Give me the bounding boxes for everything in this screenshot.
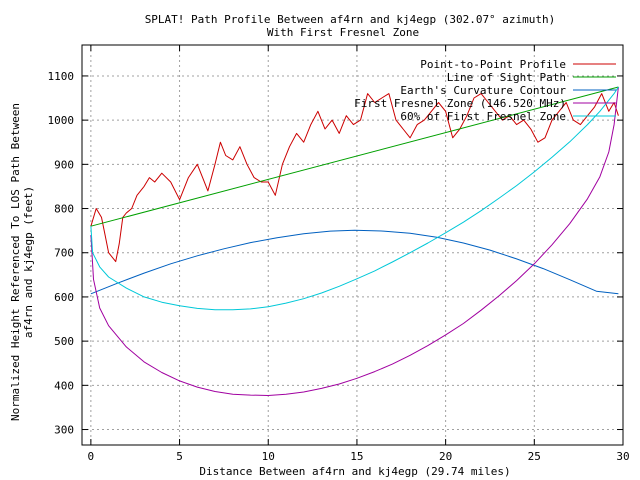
chart-subtitle: With First Fresnel Zone bbox=[267, 26, 419, 39]
y-axis-label-line-2: af4rn and kj4egp (feet) bbox=[22, 186, 35, 338]
series-line-60-of-first-fresnel-zone bbox=[90, 86, 619, 311]
x-tick-label: 25 bbox=[528, 450, 541, 463]
y-tick-label: 600 bbox=[54, 291, 74, 304]
y-tick-label: 1100 bbox=[48, 70, 75, 83]
y-tick-label: 700 bbox=[54, 247, 74, 260]
x-tick-label: 0 bbox=[88, 450, 95, 463]
legend-label: First Fresnel Zone (146.520 MHz) bbox=[354, 97, 566, 110]
y-tick-label: 1000 bbox=[48, 114, 75, 127]
y-tick-label: 300 bbox=[54, 424, 74, 437]
x-tick-label: 10 bbox=[262, 450, 275, 463]
x-tick-label: 5 bbox=[176, 450, 183, 463]
legend-label: Earth's Curvature Contour bbox=[400, 84, 566, 97]
chart-title: SPLAT! Path Profile Between af4rn and kj… bbox=[145, 13, 556, 26]
series-line-earth-s-curvature-contour bbox=[90, 229, 619, 295]
grid-lines bbox=[82, 45, 624, 445]
y-tick-label: 900 bbox=[54, 158, 74, 171]
y-axis-label-line-1: Normalized Height Referenced To LOS Path… bbox=[9, 103, 22, 421]
y-axis-label: Normalized Height Referenced To LOS Path… bbox=[9, 103, 35, 421]
y-tick-label: 800 bbox=[54, 203, 74, 216]
legend-label: 60% of First Fresnel Zone bbox=[400, 110, 566, 123]
series-line-first-fresnel-zone-146-520-mhz bbox=[90, 86, 619, 396]
axes: 0 5 10 15 20 25 30 300 400 500 600 700 800 900 1000 110… bbox=[48, 44, 630, 463]
y-tick-label: 500 bbox=[54, 335, 74, 348]
x-tick-label: 20 bbox=[439, 450, 452, 463]
series-lines bbox=[90, 86, 619, 396]
x-tick-label: 15 bbox=[350, 450, 363, 463]
plot-border bbox=[81, 44, 624, 446]
legend-label: Point-to-Point Profile bbox=[420, 58, 566, 71]
x-axis-label: Distance Between af4rn and kj4egp (29.74… bbox=[199, 465, 510, 478]
legend-label: Line of Sight Path bbox=[447, 71, 566, 84]
series-line-line-of-sight-path bbox=[90, 86, 619, 227]
x-tick-label: 30 bbox=[616, 450, 629, 463]
y-tick-label: 400 bbox=[54, 379, 74, 392]
series-line-point-to-point-profile bbox=[90, 93, 619, 263]
